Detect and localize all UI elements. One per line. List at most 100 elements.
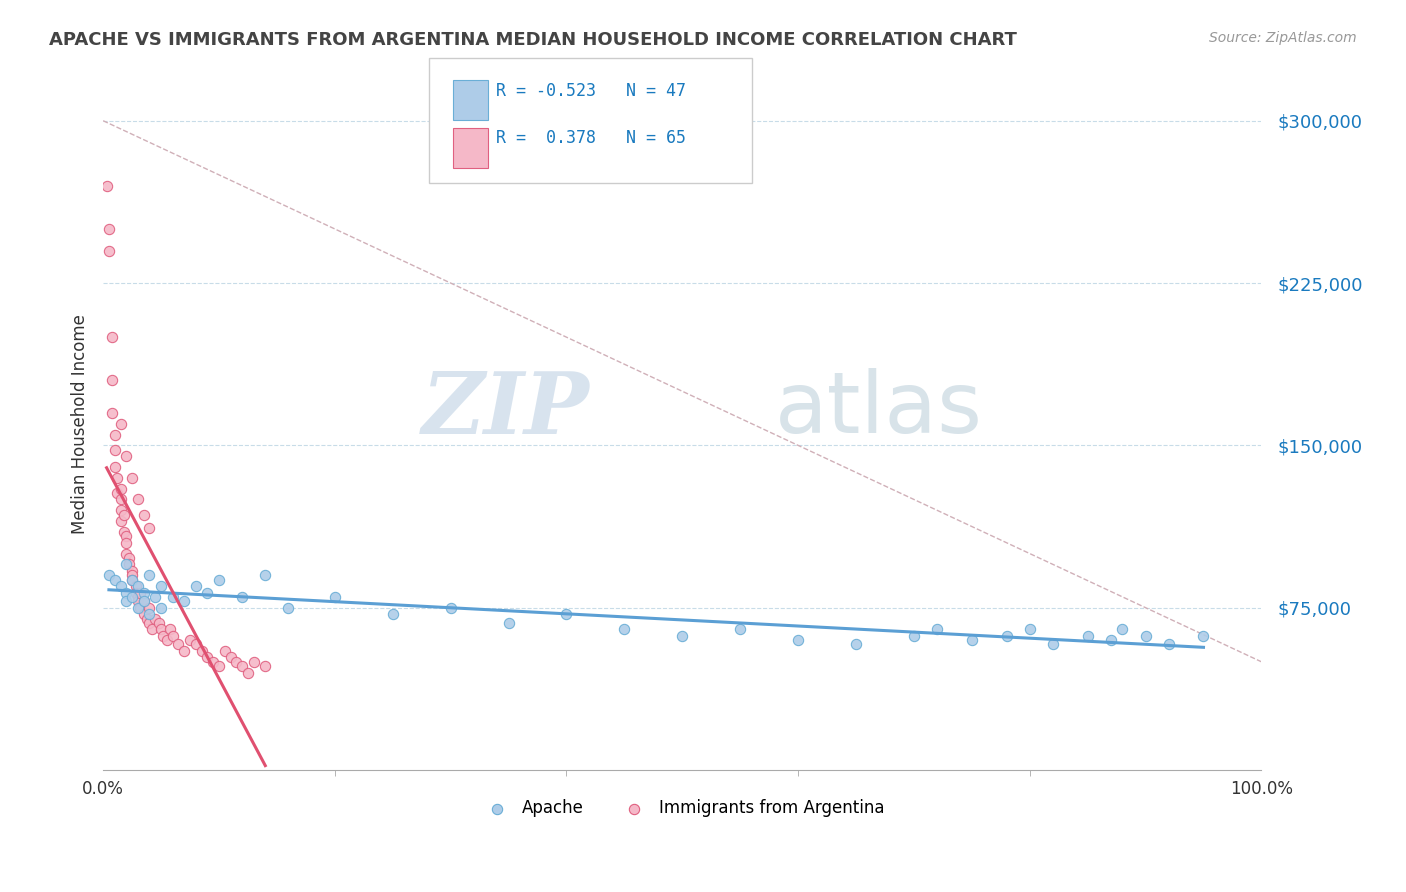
Point (129, 600, 152, 615)
Point (97, 568, 120, 582)
Point (132, 508, 155, 522)
Point (104, 442, 127, 457)
Point (159, 623, 181, 637)
Point (787, 633, 810, 648)
Legend: Apache, Immigrants from Argentina: Apache, Immigrants from Argentina (474, 793, 891, 824)
Text: Source: ZipAtlas.com: Source: ZipAtlas.com (1209, 31, 1357, 45)
Point (1077, 629, 1099, 643)
Point (117, 550, 139, 565)
Point (195, 585, 218, 599)
Point (115, 558, 138, 572)
Point (115, 529, 138, 543)
Point (150, 579, 173, 593)
Point (225, 655, 247, 669)
Text: ZIP: ZIP (422, 368, 589, 451)
Point (115, 449, 138, 463)
Point (101, 373, 124, 387)
Point (110, 579, 132, 593)
Point (173, 644, 195, 658)
Point (110, 492, 132, 507)
Point (127, 590, 149, 604)
Point (152, 629, 174, 643)
Point (115, 547, 138, 561)
Point (555, 607, 578, 622)
Point (129, 585, 152, 599)
Point (167, 638, 190, 652)
Point (121, 573, 143, 587)
Point (97, 244, 120, 258)
Point (112, 508, 135, 522)
Point (105, 471, 128, 485)
Point (101, 330, 124, 344)
Point (231, 659, 253, 673)
Point (110, 417, 132, 431)
Point (219, 650, 242, 665)
Point (242, 655, 264, 669)
Point (498, 615, 520, 630)
Point (381, 607, 404, 622)
Point (127, 594, 149, 608)
Point (121, 590, 143, 604)
Point (995, 629, 1018, 643)
Point (138, 607, 160, 622)
Point (121, 573, 143, 587)
Point (115, 585, 138, 599)
Y-axis label: Median Household Income: Median Household Income (72, 314, 89, 533)
Point (671, 629, 693, 643)
Point (184, 638, 207, 652)
Point (121, 564, 143, 578)
Point (323, 590, 346, 604)
Point (1157, 638, 1180, 652)
Point (141, 623, 163, 637)
Point (277, 600, 299, 615)
Point (960, 633, 983, 648)
Point (143, 590, 166, 604)
Point (231, 590, 253, 604)
Point (105, 486, 128, 500)
Point (1135, 629, 1157, 643)
Text: atlas: atlas (775, 368, 983, 451)
Point (1192, 629, 1215, 643)
Point (138, 520, 160, 534)
Point (150, 623, 173, 637)
Point (132, 594, 155, 608)
Point (184, 579, 207, 593)
Point (439, 600, 461, 615)
Point (845, 638, 868, 652)
Point (156, 633, 179, 648)
Point (110, 503, 132, 517)
Point (127, 579, 149, 593)
Point (110, 514, 132, 528)
Point (613, 623, 636, 637)
Point (903, 629, 925, 643)
Point (254, 568, 277, 582)
Point (115, 594, 138, 608)
Point (143, 611, 166, 625)
Point (728, 623, 751, 637)
Point (121, 568, 143, 582)
Text: R =  0.378   N = 65: R = 0.378 N = 65 (496, 129, 686, 147)
Point (150, 600, 173, 615)
Point (190, 644, 212, 658)
Point (132, 594, 155, 608)
Point (925, 623, 948, 637)
Point (162, 590, 184, 604)
Point (124, 585, 146, 599)
Point (162, 629, 184, 643)
Point (208, 573, 231, 587)
Point (104, 460, 127, 475)
Text: R = -0.523   N = 47: R = -0.523 N = 47 (496, 82, 686, 100)
Point (127, 600, 149, 615)
Point (132, 607, 155, 622)
Point (173, 594, 195, 608)
Point (1111, 623, 1133, 637)
Point (138, 615, 160, 630)
Point (104, 427, 127, 442)
Point (96, 178, 118, 193)
Point (236, 665, 259, 680)
Text: APACHE VS IMMIGRANTS FROM ARGENTINA MEDIAN HOUSEHOLD INCOME CORRELATION CHART: APACHE VS IMMIGRANTS FROM ARGENTINA MEDI… (49, 31, 1017, 49)
Point (104, 573, 127, 587)
Point (1099, 633, 1122, 648)
Point (136, 611, 159, 625)
Point (132, 585, 155, 599)
